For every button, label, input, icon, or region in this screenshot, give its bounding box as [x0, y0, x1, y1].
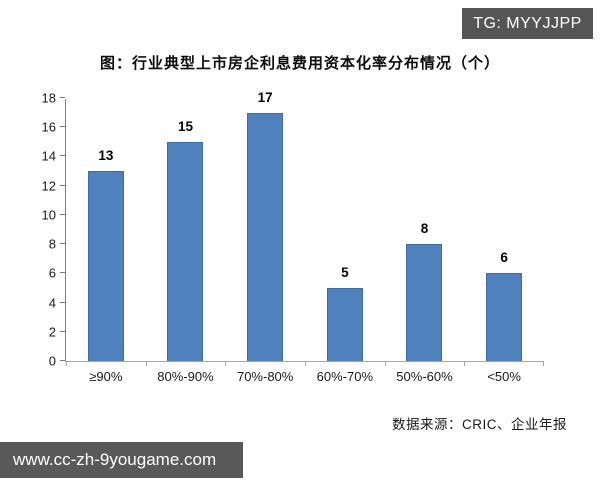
y-axis-tick	[60, 330, 65, 332]
bar-slot: 15 80%-90%	[146, 99, 226, 384]
y-axis-tick	[60, 155, 65, 157]
bar-slot: 17 70%-80%	[225, 90, 305, 384]
bar-value-label: 5	[341, 264, 349, 280]
bar-value-label: 6	[500, 250, 508, 266]
x-axis-category-label: 60%-70%	[316, 369, 374, 384]
y-axis-tick	[60, 213, 65, 215]
x-axis-tick	[464, 361, 466, 366]
y-axis-tick-label: 14	[41, 148, 56, 164]
x-axis-tick	[305, 361, 306, 366]
bar-50%-60%	[406, 244, 443, 361]
y-axis-tick	[60, 126, 65, 128]
telegram-watermark-text: TG: MYYJJPP	[473, 14, 582, 32]
bar-≥90%	[87, 171, 124, 361]
y-axis-tick-label: 0	[48, 353, 56, 369]
url-watermark-text: www.cc-zh-9yougame.com	[13, 450, 217, 469]
x-axis-tick	[543, 361, 544, 366]
y-axis-tick-label: 8	[48, 236, 56, 252]
x-axis-tick	[225, 361, 227, 366]
bar-slot: 13 ≥90%	[66, 99, 146, 384]
y-axis-tick-label: 12	[41, 178, 56, 194]
x-axis-tick	[66, 361, 67, 366]
url-watermark-badge: www.cc-zh-9yougame.com	[0, 442, 243, 478]
bar-slot: 8 50%-60%	[385, 99, 465, 384]
bar-slot: 5 60%-70%	[305, 99, 385, 384]
bar-value-label: 17	[257, 89, 273, 105]
chart-title: 图：行业典型上市房企利息费用资本化率分布情况（个）	[99, 55, 500, 72]
y-axis-tick	[60, 243, 65, 245]
y-axis-tick-label: 6	[48, 265, 56, 281]
x-axis-tick	[145, 361, 147, 366]
bar-slot: 6 <50%	[464, 99, 544, 384]
telegram-watermark-badge: TG: MYYJJPP	[462, 8, 593, 39]
bar-value-label: 13	[98, 148, 114, 164]
y-axis-tick	[60, 301, 65, 303]
data-source-note: 数据来源：CRIC、企业年报	[392, 417, 567, 432]
y-axis-tick	[60, 97, 65, 98]
x-axis-category-label: <50%	[487, 369, 521, 384]
x-axis-category-label: ≥90%	[89, 369, 123, 384]
y-axis-tick-label: 18	[41, 90, 56, 106]
y-axis-tick-label: 16	[41, 119, 56, 135]
bar-70%-80%	[247, 112, 284, 361]
bar-60%-70%	[326, 287, 363, 361]
y-axis-tick-label: 4	[48, 295, 56, 311]
x-axis-category-label: 70%-80%	[236, 369, 294, 384]
bar-chart-plot-area: 0 2 4 6 8 10 12 14 16 18 13 ≥90% 15 80%-90% 17 70%-80% 5…	[42, 90, 544, 384]
y-axis-tick-label: 2	[48, 324, 56, 340]
y-axis-tick	[60, 360, 65, 361]
bar-value-label: 15	[177, 118, 193, 134]
y-axis-tick	[60, 272, 65, 274]
bar-80%-90%	[167, 141, 204, 361]
y-axis-tick	[60, 184, 65, 186]
x-axis-tick	[384, 361, 386, 366]
x-axis-category-label: 80%-90%	[157, 369, 214, 384]
bar-value-label: 8	[420, 221, 429, 237]
bar-<50%	[486, 273, 523, 361]
y-axis-tick-label: 10	[41, 207, 56, 223]
x-axis-category-label: 50%-60%	[396, 369, 453, 384]
